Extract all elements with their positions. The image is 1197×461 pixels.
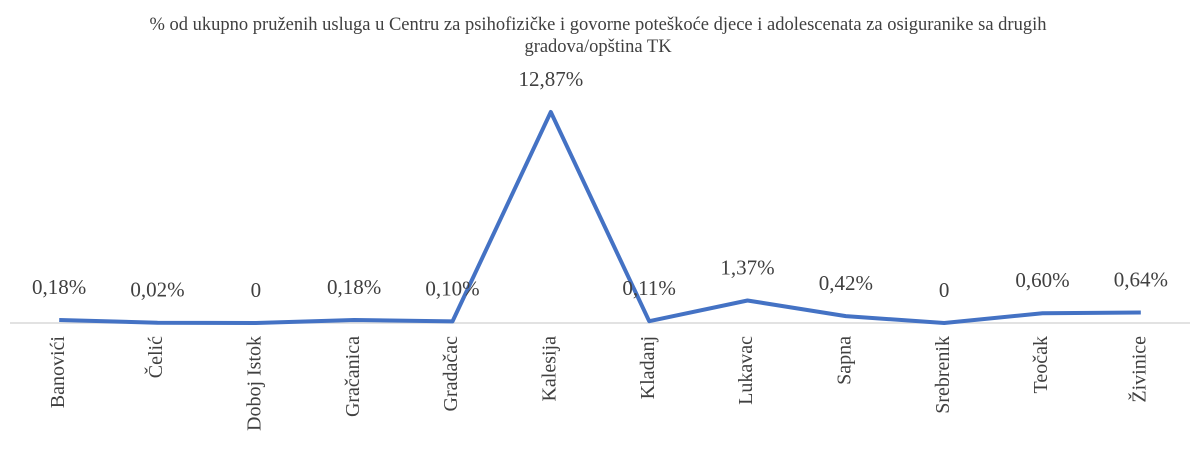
chart-title: % od ukupno pruženih usluga u Centru za …	[149, 15, 1047, 57]
data-label: 0,11%	[622, 276, 675, 300]
x-tick-label: Doboj Istok	[243, 336, 265, 431]
data-label: 0	[251, 278, 262, 302]
x-tick-label: Srebrenik	[932, 336, 954, 414]
data-label: 12,87%	[518, 67, 583, 91]
x-tick-label: Čelić	[143, 336, 167, 378]
line	[59, 110, 1141, 325]
x-tick-label: Gradačac	[440, 336, 462, 412]
data-label: 0,18%	[327, 275, 381, 299]
x-tick-label: Teočak	[1030, 336, 1052, 393]
data-label: 0,10%	[425, 276, 479, 300]
data-label: 0,60%	[1015, 268, 1069, 292]
data-label: 0,18%	[32, 275, 86, 299]
x-tick-label: Lukavac	[735, 336, 757, 405]
x-tick-label: Kladanj	[637, 336, 659, 399]
data-label: 1,37%	[720, 256, 774, 280]
x-tick-label: Gračanica	[342, 336, 364, 417]
data-label: 0,64%	[1114, 268, 1168, 292]
x-tick-label: Sapna	[833, 336, 855, 385]
data-label: 0,02%	[130, 278, 184, 302]
x-tick-label: Živinice	[1127, 336, 1150, 403]
x-tick-label: Kalesija	[538, 336, 560, 402]
data-label: 0	[939, 278, 950, 302]
x-tick-label: Banovići	[47, 336, 69, 409]
data-label: 0,42%	[819, 271, 873, 295]
